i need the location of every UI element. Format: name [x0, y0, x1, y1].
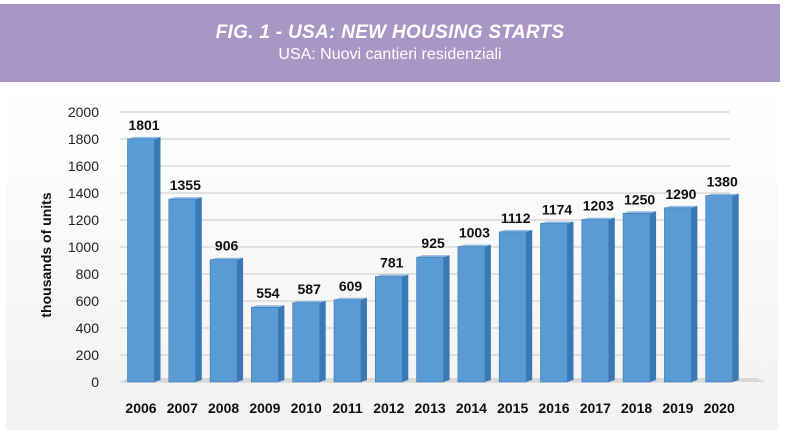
- y-tick-label: 600: [76, 293, 100, 309]
- y-tick-label: 1800: [68, 131, 99, 147]
- y-tick-label: 400: [76, 320, 100, 336]
- bar-2020: [705, 193, 739, 383]
- bar-2010: [292, 300, 326, 383]
- data-label: 587: [298, 281, 322, 297]
- x-category-label: 2015: [497, 400, 528, 416]
- x-category-label: 2009: [249, 400, 280, 416]
- x-category-label: 2010: [291, 400, 322, 416]
- data-label: 1380: [707, 174, 738, 190]
- x-category-label: 2019: [662, 400, 693, 416]
- data-label: 554: [256, 285, 280, 301]
- y-axis-label: thousands of units: [38, 192, 54, 317]
- data-label: 609: [339, 278, 363, 294]
- bar-2018: [622, 211, 657, 383]
- x-axis-categories: 2006 2007 2008 2009 2010 2011 2012 2013 2014 2015…: [125, 400, 735, 416]
- figure-header: FIG. 1 - USA: NEW HOUSING STARTS USA: Nu…: [0, 4, 780, 82]
- x-category-label: 2017: [580, 400, 611, 416]
- bar-2012: [374, 274, 409, 383]
- bars: [127, 136, 739, 383]
- x-category-label: 2007: [167, 400, 198, 416]
- y-tick-label: 1400: [68, 185, 99, 201]
- data-label: 1355: [170, 177, 201, 193]
- data-label: 1003: [459, 225, 490, 241]
- y-tick-label: 2000: [68, 104, 99, 120]
- bar-2011: [333, 297, 367, 383]
- x-category-label: 2011: [332, 400, 363, 416]
- x-category-label: 2016: [538, 400, 569, 416]
- bar-2008: [209, 257, 244, 383]
- bar-2015: [498, 229, 533, 383]
- y-tick-label: 1600: [68, 158, 99, 174]
- bar-2013: [416, 255, 450, 383]
- x-category-label: 2014: [456, 400, 487, 416]
- x-category-label: 2012: [373, 400, 404, 416]
- data-label: 1203: [583, 198, 614, 214]
- y-tick-label: 1200: [68, 212, 99, 228]
- y-tick-label: 800: [76, 266, 100, 282]
- x-category-label: 2013: [415, 400, 446, 416]
- figure-subtitle: USA: Nuovi cantieri residenziali: [278, 46, 502, 63]
- y-tick-label: 0: [91, 374, 99, 390]
- bar-2019: [664, 205, 698, 383]
- y-tick-label: 1000: [68, 239, 99, 255]
- bar-2006: [127, 136, 161, 383]
- x-category-label: 2006: [125, 400, 156, 416]
- data-label: 1112: [501, 210, 531, 226]
- data-label: 1174: [542, 202, 573, 218]
- bar-2009: [251, 305, 285, 383]
- data-label: 1801: [128, 117, 159, 133]
- data-label: 925: [421, 235, 445, 251]
- data-label: 1290: [665, 186, 696, 202]
- data-label: 781: [380, 255, 404, 271]
- data-label: 1250: [624, 191, 655, 207]
- bar-2014: [457, 244, 491, 383]
- data-label: 906: [215, 238, 239, 254]
- bar-2007: [168, 197, 202, 383]
- figure-title: FIG. 1 - USA: NEW HOUSING STARTS: [215, 22, 565, 43]
- x-category-label: 2018: [621, 400, 652, 416]
- bar-2016: [540, 221, 574, 383]
- bar-2017: [581, 217, 615, 383]
- y-tick-label: 200: [76, 347, 100, 363]
- x-category-label: 2008: [208, 400, 239, 416]
- data-labels: 1801 1355 906 554 587 609 781 925 1003 1112 1174 12…: [128, 117, 738, 301]
- y-axis-ticks: 0 200 400 600 800 1000 1200 1400 1600 1800 2000: [68, 104, 99, 390]
- x-category-label: 2020: [704, 400, 735, 416]
